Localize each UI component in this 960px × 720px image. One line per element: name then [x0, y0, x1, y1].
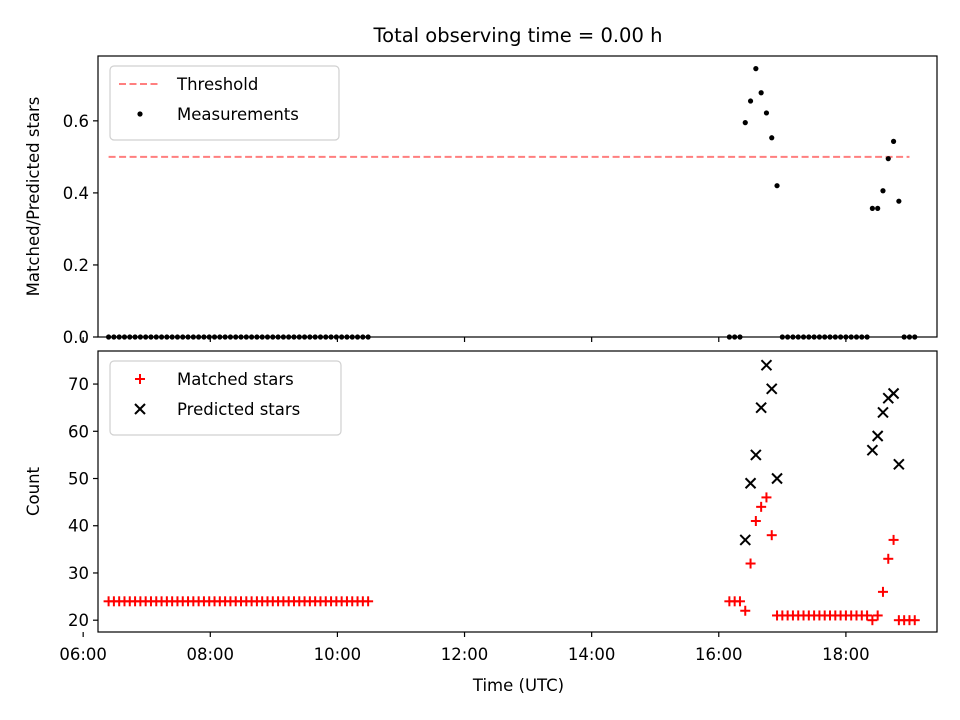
predicted-star-point	[750, 449, 762, 461]
matched-star-point	[909, 615, 920, 626]
legend-x-b	[134, 403, 146, 415]
legend-dot-swatch	[137, 111, 143, 117]
y-tick-label: 0.2	[63, 256, 89, 275]
series-matched-stars	[103, 492, 920, 626]
x-b	[766, 383, 778, 395]
x-tick-label: 08:00	[187, 645, 235, 664]
matched-star-point	[862, 610, 873, 621]
measurement-point	[763, 110, 770, 116]
predicted-star-point	[877, 406, 889, 419]
x-tick-label: 18:00	[822, 645, 870, 664]
matched-star-point	[877, 586, 888, 597]
predicted-star-point	[744, 477, 757, 489]
measurement-point	[885, 156, 891, 162]
x-axis-label: Time (UTC)	[472, 676, 564, 695]
bottom-legend: Matched stars Predicted stars	[109, 360, 342, 436]
predicted-star-point	[739, 534, 751, 546]
series-predicted-stars	[739, 359, 905, 546]
bottom-plot-area	[103, 359, 920, 626]
measurement-point	[896, 198, 902, 204]
x-b	[871, 430, 884, 442]
measurement-point	[869, 205, 875, 211]
matched-star-point	[761, 492, 772, 503]
legend-label: Predicted stars	[177, 400, 300, 419]
axes-frame	[97, 55, 938, 338]
x-b	[877, 406, 889, 419]
matched-star-point	[734, 596, 745, 607]
y-axis-label: Count	[24, 466, 43, 516]
y-tick-label: 0.4	[63, 184, 89, 203]
legend-item: Predicted stars	[134, 400, 300, 419]
x-tick-label: 14:00	[568, 645, 616, 664]
axes-frame	[97, 350, 938, 633]
matched-star-point	[756, 501, 767, 512]
measurement-point	[774, 183, 780, 189]
predicted-star-point	[893, 458, 905, 471]
y-tick-label: 30	[68, 564, 89, 583]
legend-label: Measurements	[177, 105, 299, 124]
y-tick-label: 20	[68, 611, 89, 630]
measurement-point	[890, 138, 897, 144]
x-b	[755, 401, 767, 414]
measurement-point	[880, 188, 886, 194]
top-panel: 0.0 0.2 0.4 0.6 Matched/Predicted stars Thre…	[24, 55, 938, 347]
legend-item: Matched stars	[135, 370, 294, 389]
bottom-axes: 20 30 40 50 60 70 06:00 08:00 10:00 12:00 14:00 16:…	[24, 350, 938, 695]
top-plot-area	[105, 66, 918, 340]
matched-star-point	[867, 615, 878, 626]
x-tick-label: 10:00	[314, 645, 362, 664]
measurement-point	[753, 66, 759, 72]
y-tick-label: 40	[68, 517, 89, 536]
matched-star-point	[888, 534, 899, 545]
measurement-point	[875, 205, 881, 211]
predicted-star-point	[887, 387, 900, 400]
legend-item: Threshold	[119, 75, 258, 94]
predicted-star-point	[760, 359, 773, 371]
y-tick-label: 70	[68, 375, 89, 394]
x-b	[893, 458, 905, 471]
x-b	[744, 477, 757, 489]
predicted-star-point	[771, 472, 783, 485]
matched-star-point	[872, 610, 883, 621]
top-axes: 0.0 0.2 0.4 0.6 Matched/Predicted stars	[24, 55, 938, 347]
x-tick-label: 12:00	[441, 645, 489, 664]
x-tick-label: 06:00	[59, 645, 107, 664]
x-b	[887, 387, 900, 400]
matched-star-point	[745, 558, 756, 569]
x-tick-label: 16:00	[695, 645, 743, 664]
y-tick-label: 60	[68, 422, 89, 441]
predicted-star-point	[866, 444, 879, 456]
x-b	[866, 444, 879, 456]
matched-star-point	[740, 605, 751, 616]
measurement-point	[769, 135, 775, 141]
x-b	[739, 534, 751, 546]
matched-star-point	[766, 530, 777, 541]
measurement-point	[758, 90, 764, 96]
measurement-point	[742, 120, 748, 126]
figure-title: Total observing time = 0.00 h	[373, 24, 663, 47]
matched-star-point	[750, 516, 761, 527]
legend-label: Threshold	[176, 75, 258, 94]
legend-frame	[109, 360, 342, 436]
legend-label: Matched stars	[177, 370, 294, 389]
y-tick-label: 50	[68, 470, 89, 489]
legend-item: Measurements	[137, 105, 299, 124]
y-axis-label: Matched/Predicted stars	[24, 97, 43, 297]
x-b	[750, 449, 762, 461]
x-b	[760, 359, 773, 371]
y-tick-label: 0.6	[63, 112, 89, 131]
bottom-panel: 20 30 40 50 60 70 06:00 08:00 10:00 12:00 14:00 16:…	[24, 350, 938, 695]
predicted-star-point	[871, 430, 884, 442]
predicted-star-point	[766, 383, 778, 395]
y-tick-label: 0.0	[63, 328, 89, 347]
measurement-point	[747, 98, 754, 104]
matched-star-point	[883, 553, 894, 564]
x-b	[771, 472, 783, 485]
top-legend: Threshold Measurements	[109, 65, 340, 141]
predicted-star-point	[755, 401, 767, 414]
legend-frame	[109, 65, 340, 141]
matched-star-point	[363, 596, 374, 607]
